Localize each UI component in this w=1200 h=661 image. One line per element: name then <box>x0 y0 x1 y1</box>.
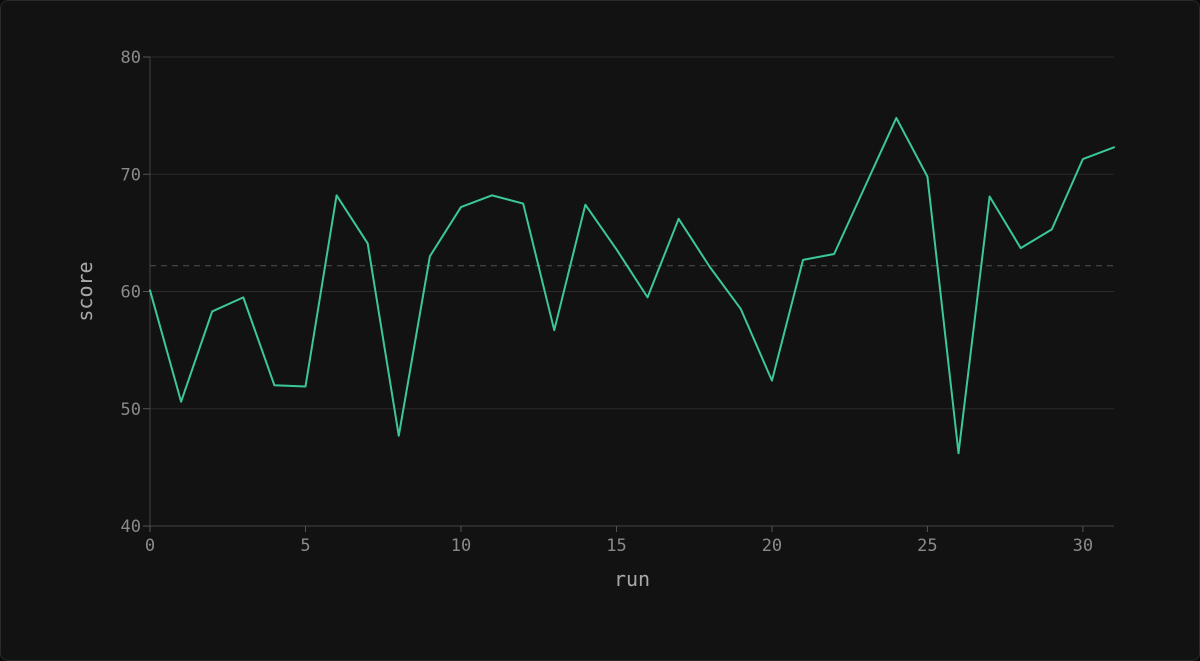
y-tick-label-40: 40 <box>121 517 141 537</box>
y-tick-label-60: 60 <box>121 283 141 303</box>
x-tick-label-15: 15 <box>606 536 626 556</box>
x-tick-label-0: 0 <box>145 536 155 556</box>
x-tick-label-10: 10 <box>451 536 471 556</box>
x-tick-label-30: 30 <box>1073 536 1093 556</box>
y-tick-label-50: 50 <box>121 400 141 420</box>
y-axis-label: score <box>73 261 97 321</box>
series-layer <box>149 116 1115 455</box>
x-tick-label-25: 25 <box>917 536 937 556</box>
x-axis-label: run <box>614 567 650 591</box>
axes <box>143 56 1114 532</box>
x-tick-label-20: 20 <box>762 536 782 556</box>
tick-labels: 40 50 60 70 80 0 5 10 15 20 25 30 <box>121 48 1094 556</box>
series-line-0 <box>149 116 1115 455</box>
y-tick-label-70: 70 <box>121 165 141 185</box>
x-tick-label-5: 5 <box>300 536 310 556</box>
y-tick-label-80: 80 <box>121 48 141 68</box>
